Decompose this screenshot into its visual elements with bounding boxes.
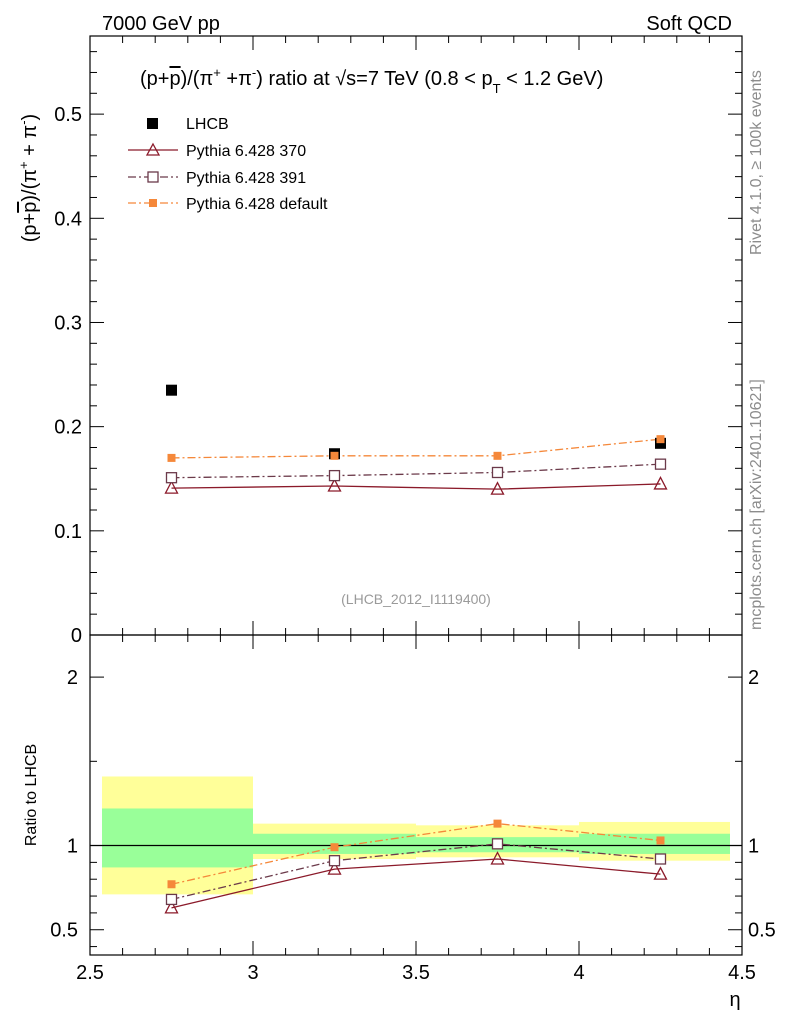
ratio-ytick-label: 1 xyxy=(67,836,78,858)
ratio-ytick-label-right: 1 xyxy=(748,836,759,858)
main-series-line-2 xyxy=(171,463,661,479)
main-point-0-0 xyxy=(166,384,177,396)
main-point-1-2 xyxy=(490,481,505,495)
header-right: Soft QCD xyxy=(646,13,732,35)
ratio-frame xyxy=(89,634,743,956)
mcplots-label: mcplots.cern.ch [arXiv:2401.10621] xyxy=(748,379,765,630)
ratio-ytick-label-right: 0.5 xyxy=(748,920,776,942)
main-point-3-1 xyxy=(330,451,339,460)
ratio-point-2-0 xyxy=(167,880,176,889)
ratio-xtick-label: 3.5 xyxy=(402,962,430,984)
main-series-line-1 xyxy=(171,483,661,490)
legend-label-lhcb: LHCB xyxy=(186,116,229,133)
ratio-point-1-2 xyxy=(491,838,504,850)
legend-label-391: Pythia 6.428 391 xyxy=(186,170,306,187)
ratio-ylabel: Ratio to LHCB xyxy=(23,744,40,846)
legend-marker-370 xyxy=(145,142,161,156)
main-ytick-label: 0.4 xyxy=(54,208,82,230)
legend-label-default: Pythia 6.428 default xyxy=(186,196,328,213)
main-ytick-label: 0.2 xyxy=(54,417,82,439)
main-point-2-2 xyxy=(491,466,504,479)
rivet-label: Rivet 4.1.0, ≥ 100k events xyxy=(748,70,765,255)
ratio-point-1-1 xyxy=(328,855,341,867)
main-point-3-2 xyxy=(493,451,502,460)
ratio-point-0-2 xyxy=(490,851,505,865)
main-point-3-3 xyxy=(656,435,665,444)
ratio-point-2-3 xyxy=(656,836,665,845)
ratio-point-2-2 xyxy=(493,819,502,828)
main-point-3-0 xyxy=(167,453,176,462)
main-point-2-1 xyxy=(328,469,341,482)
main-ytick-label: 0.3 xyxy=(54,312,82,334)
main-point-1-1 xyxy=(327,478,342,492)
ratio-xtick-label: 2.5 xyxy=(76,962,104,984)
ratio-point-0-1 xyxy=(327,861,342,875)
ratio-series-line-1 xyxy=(171,843,661,901)
ratio-xtick-label: 3 xyxy=(247,962,258,984)
main-panel: 0 0.1 0.2 0.3 0.4 0.5 xyxy=(54,36,743,647)
header-left: 7000 GeV pp xyxy=(102,13,220,35)
analysis-id: (LHCB_2012_I1119400) xyxy=(341,591,491,607)
main-series-line-3 xyxy=(171,438,661,459)
ratio-point-1-3 xyxy=(654,853,667,865)
ratio-series-line-0 xyxy=(171,858,661,909)
legend-marker-391 xyxy=(147,171,159,183)
ratio-band-green-3 xyxy=(579,833,730,854)
legend-marker-lhcb xyxy=(147,118,158,129)
ratio-panel: 0.5 0.5 1 1 2 2 2.5 3 3.5 4 4.5 xyxy=(50,635,776,984)
main-title: (p+p)/(π+ +π-) ratio at √s=7 TeV (0.8 < … xyxy=(140,65,603,96)
main-point-0-3 xyxy=(655,437,666,449)
ratio-ytick-label: 2 xyxy=(67,667,78,689)
ratio-ytick-label-right: 2 xyxy=(748,667,759,689)
main-ytick-label: 0.1 xyxy=(54,521,82,543)
ratio-xtick-label: 4 xyxy=(573,962,584,984)
ratio-band-green-0 xyxy=(102,808,253,868)
ratio-ytick-label: 0.5 xyxy=(50,920,78,942)
ratio-point-0-3 xyxy=(653,866,668,880)
main-point-1-0 xyxy=(164,480,179,494)
legend-marker-default xyxy=(149,199,157,207)
main-point-2-0 xyxy=(165,472,178,484)
ratio-point-0-0 xyxy=(164,899,179,914)
main-point-2-3 xyxy=(654,458,667,470)
main-ytick-label: 0 xyxy=(71,625,82,647)
legend: LHCB Pythia 6.428 370 Pythia 6.428 391 P… xyxy=(128,116,328,213)
ratio-series-line-2 xyxy=(171,822,661,885)
main-ytick-label: 0.5 xyxy=(54,104,82,126)
main-point-1-3 xyxy=(653,476,668,490)
ratio-point-2-1 xyxy=(330,843,339,852)
legend-label-370: Pythia 6.428 370 xyxy=(186,143,306,160)
ratio-xtick-label: 4.5 xyxy=(728,962,756,984)
main-ylabel: (p+p)/(π+ + π-) xyxy=(16,114,41,242)
ratio-point-1-0 xyxy=(165,893,178,906)
x-axis-label: η xyxy=(729,989,740,1011)
